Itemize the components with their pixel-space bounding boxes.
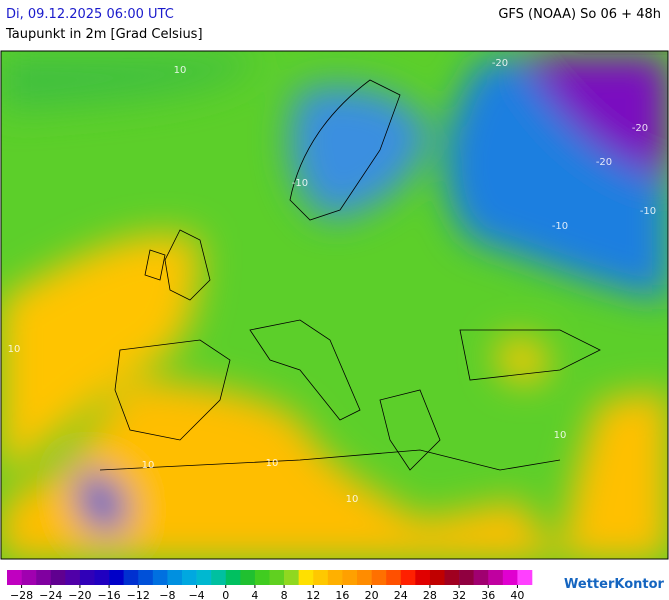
colorbar-swatch [211,570,227,585]
colorbar-swatch [342,570,358,585]
colorbar-swatch [284,570,299,585]
colorbar-label: 16 [335,589,349,600]
colorbar-swatch [313,570,329,585]
colorbar-swatch [65,570,81,585]
colorbar-swatch [7,570,22,585]
map-frame [0,50,669,560]
colorbar-swatch [459,570,474,585]
colorbar-label: 0 [222,589,229,600]
contour-label: 10 [174,65,187,76]
colorbar-swatch [386,570,402,585]
colorbar-label: −12 [127,589,150,600]
coastlines [99,79,601,471]
colorbar-swatch [196,570,212,585]
datetime: Di, 09.12.2025 06:00 UTC [6,7,174,22]
colorbar-label: 8 [281,589,288,600]
colorbar-label: 32 [452,589,466,600]
colorbar-label: −8 [159,589,175,600]
colorbar-label: 24 [394,589,408,600]
colorbar-label: 36 [481,589,495,600]
colorbar-swatch [240,570,256,585]
colorbar-label: −20 [68,589,91,600]
contour-label: 10 [554,430,567,441]
colorbar-label: 28 [423,589,437,600]
contour-label: 10 [142,460,155,471]
colorbar-swatch [21,570,37,585]
colorbar-swatch [415,570,431,585]
colorbar-swatch [327,570,343,585]
brand: WetterKontor [564,577,665,592]
colorbar-swatch [517,570,533,585]
colorbar-swatch [371,570,387,585]
colorbar-label: −28 [10,589,33,600]
colorbar-label: 4 [251,589,258,600]
colorbar-swatch [444,570,460,585]
variable: Taupunkt in 2m [Grad Celsius] [6,27,203,42]
colorbar-label: −16 [97,589,120,600]
colorbar-label: −24 [39,589,62,600]
contour-label: 10 [8,344,21,355]
colorbar-swatch [94,570,110,585]
colorbar-swatch [298,570,314,585]
colorbar-swatch [400,570,416,585]
colorbar-swatch [182,570,197,585]
colorbar-swatch [79,570,95,585]
contour-label: -10 [292,178,308,189]
colorbar-swatch [138,570,154,585]
colorbar-label: 20 [365,589,379,600]
field [1,51,668,559]
contour-label: -20 [596,157,612,168]
colorbar-swatch [357,570,372,585]
colorbar-swatch [488,570,504,585]
colorbar-swatch [254,570,270,585]
contour-label: -10 [640,206,656,217]
contour-label: -10 [552,221,568,232]
contour-label: 10 [266,458,279,469]
contour-label: -20 [632,123,648,134]
colorbar-swatch [167,570,183,585]
colorbar-swatch [473,570,489,585]
colorbar-swatch [50,570,66,585]
colorbar-label: −4 [188,589,204,600]
colorbar-swatch [123,570,139,585]
colorbar-label: 40 [510,589,524,600]
colorbar-swatch [152,570,168,585]
colorbar-swatch [502,570,518,585]
contour-label: -20 [492,58,508,69]
colorbar-swatch [225,570,241,585]
colorbar-label: 12 [306,589,320,600]
colorbar-swatch [429,570,445,585]
contour-label: 10 [346,494,359,505]
model-run: GFS (NOAA) So 06 + 48h [498,7,661,22]
colorbar-swatch [109,570,124,585]
colorbar-swatch [36,570,52,585]
colorbar-swatch [269,570,285,585]
